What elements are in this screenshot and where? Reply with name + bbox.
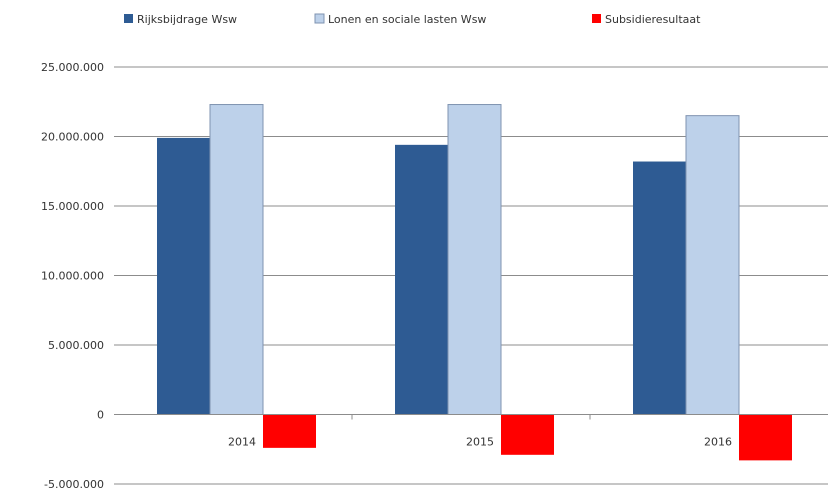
bar-subsidieresultaat-2014 bbox=[263, 414, 316, 448]
x-tick-label: 2015 bbox=[466, 436, 494, 449]
legend: Rijksbijdrage Wsw Lonen en sociale lasten… bbox=[124, 13, 701, 26]
bar-lonen-en-sociale-lasten-wsw-2015 bbox=[447, 104, 502, 415]
bar-rijksbijdrage-wsw-2014 bbox=[157, 137, 210, 415]
legend-label: Subsidieresultaat bbox=[605, 13, 701, 26]
legend-swatch bbox=[592, 14, 601, 23]
y-tick-label: 20.000.000 bbox=[41, 131, 104, 144]
legend-label: Lonen en sociale lasten Wsw bbox=[328, 13, 486, 26]
bar-subsidieresultaat-2015 bbox=[501, 414, 554, 455]
legend-item-2: Lonen en sociale lasten Wsw bbox=[314, 13, 486, 26]
x-axis: 2014 2015 2016 bbox=[114, 414, 828, 449]
y-tick-label: 5.000.000 bbox=[48, 339, 104, 352]
y-tick-label: -5.000.000 bbox=[44, 478, 104, 491]
bar-lonen-en-sociale-lasten-wsw-2016 bbox=[685, 115, 740, 416]
x-tick-label: 2014 bbox=[228, 436, 256, 449]
bar-rijksbijdrage-wsw-2015 bbox=[395, 144, 448, 415]
bars bbox=[157, 104, 792, 461]
y-tick-label: 10.000.000 bbox=[41, 270, 104, 283]
y-tick-label: 15.000.000 bbox=[41, 200, 104, 213]
y-tick-label: 0 bbox=[97, 409, 104, 422]
x-tick-label: 2016 bbox=[704, 436, 732, 449]
y-axis-ticks: 25.000.000 20.000.000 15.000.000 10.000.000… bbox=[41, 61, 104, 491]
legend-item-1: Rijksbijdrage Wsw bbox=[124, 13, 237, 26]
legend-swatch bbox=[314, 13, 325, 24]
legend-item-3: Subsidieresultaat bbox=[592, 13, 701, 26]
y-tick-label: 25.000.000 bbox=[41, 61, 104, 74]
bar-subsidieresultaat-2016 bbox=[739, 414, 792, 461]
bar-lonen-en-sociale-lasten-wsw-2014 bbox=[209, 104, 264, 415]
legend-swatch bbox=[124, 14, 133, 23]
legend-label: Rijksbijdrage Wsw bbox=[137, 13, 237, 26]
bar-rijksbijdrage-wsw-2016 bbox=[633, 161, 686, 415]
